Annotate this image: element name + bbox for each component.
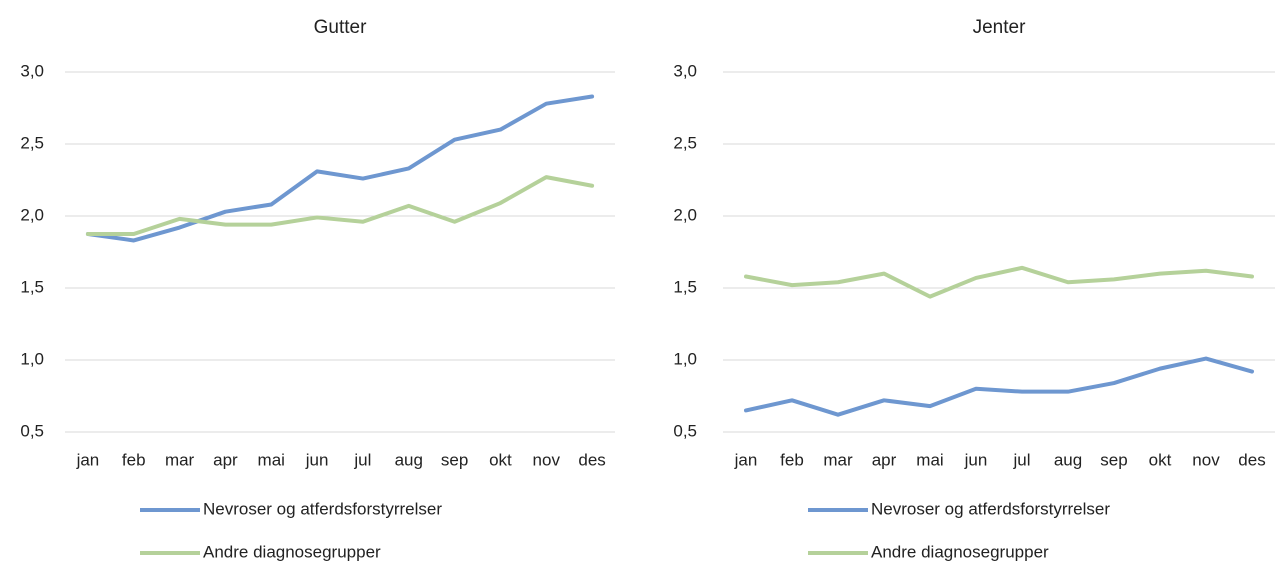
legend-label: Andre diagnosegrupper	[203, 542, 381, 561]
x-tick-label: jul	[353, 450, 371, 469]
x-tick-label: okt	[489, 450, 512, 469]
x-tick-label: apr	[213, 450, 238, 469]
y-tick-label: 2,0	[20, 205, 44, 224]
y-tick-label: 0,5	[673, 421, 697, 440]
y-tick-label: 2,5	[673, 133, 697, 152]
x-tick-label: apr	[872, 450, 897, 469]
series-line	[744, 356, 1254, 417]
series-line	[744, 265, 1254, 299]
x-tick-label: jun	[964, 450, 988, 469]
x-tick-label: sep	[1100, 450, 1127, 469]
x-tick-label: jan	[76, 450, 100, 469]
x-tick-label: nov	[533, 450, 561, 469]
x-tick-label: des	[1238, 450, 1265, 469]
y-tick-label: 2,5	[20, 133, 44, 152]
y-tick-label: 3,0	[673, 61, 697, 80]
x-tick-label: jun	[305, 450, 329, 469]
y-tick-label: 1,5	[673, 277, 697, 296]
x-tick-label: nov	[1192, 450, 1220, 469]
x-tick-label: des	[578, 450, 605, 469]
y-tick-label: 2,0	[673, 205, 697, 224]
legend-label: Andre diagnosegrupper	[871, 542, 1049, 561]
y-tick-label: 1,0	[20, 349, 44, 368]
chart-title: Gutter	[314, 17, 367, 38]
series-line	[85, 94, 595, 243]
series-line	[85, 175, 595, 236]
x-tick-label: mar	[823, 450, 853, 469]
x-tick-label: mai	[258, 450, 285, 469]
x-tick-label: aug	[1054, 450, 1082, 469]
x-tick-label: feb	[122, 450, 146, 469]
x-tick-label: jul	[1012, 450, 1030, 469]
y-tick-label: 3,0	[20, 61, 44, 80]
x-tick-label: okt	[1149, 450, 1172, 469]
y-tick-label: 1,0	[673, 349, 697, 368]
chart-title: Jenter	[973, 17, 1026, 38]
x-tick-label: mar	[165, 450, 195, 469]
x-tick-label: feb	[780, 450, 804, 469]
x-tick-label: mai	[916, 450, 943, 469]
x-tick-label: jan	[734, 450, 758, 469]
y-tick-label: 0,5	[20, 421, 44, 440]
x-tick-label: aug	[395, 450, 423, 469]
x-tick-label: sep	[441, 450, 468, 469]
legend-label: Nevroser og atferdsforstyrrelser	[871, 499, 1110, 518]
y-tick-label: 1,5	[20, 277, 44, 296]
legend-label: Nevroser og atferdsforstyrrelser	[203, 499, 442, 518]
